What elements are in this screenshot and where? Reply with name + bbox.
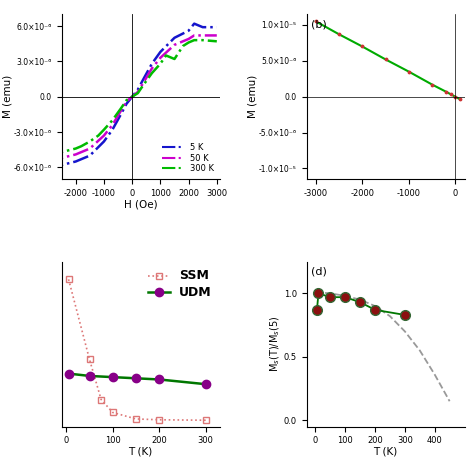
Y-axis label: M (emu): M (emu): [247, 75, 257, 118]
X-axis label: T (K): T (K): [374, 447, 398, 457]
X-axis label: H (Oe): H (Oe): [124, 199, 157, 210]
UDM: [203, 382, 209, 387]
SSM: [110, 410, 116, 415]
Line: SSM: SSM: [65, 276, 209, 424]
Line: UDM: UDM: [64, 369, 210, 388]
UDM: [66, 371, 72, 376]
Text: (b): (b): [311, 19, 327, 29]
SSM: [133, 416, 139, 422]
UDM: [133, 375, 139, 381]
X-axis label: T (K): T (K): [128, 447, 153, 457]
SSM: [66, 276, 72, 282]
Text: (d): (d): [311, 266, 327, 277]
SSM: [87, 356, 92, 362]
Y-axis label: M$_s$(T)/M$_s$(5): M$_s$(T)/M$_s$(5): [269, 316, 283, 373]
Y-axis label: M (emu): M (emu): [2, 75, 12, 118]
Legend: 5 K, 50 K, 300 K: 5 K, 50 K, 300 K: [161, 141, 216, 175]
UDM: [156, 377, 162, 383]
UDM: [87, 373, 92, 379]
SSM: [98, 397, 104, 402]
SSM: [203, 418, 209, 423]
UDM: [110, 374, 116, 380]
Legend: SSM, UDM: SSM, UDM: [146, 267, 214, 301]
SSM: [156, 417, 162, 423]
